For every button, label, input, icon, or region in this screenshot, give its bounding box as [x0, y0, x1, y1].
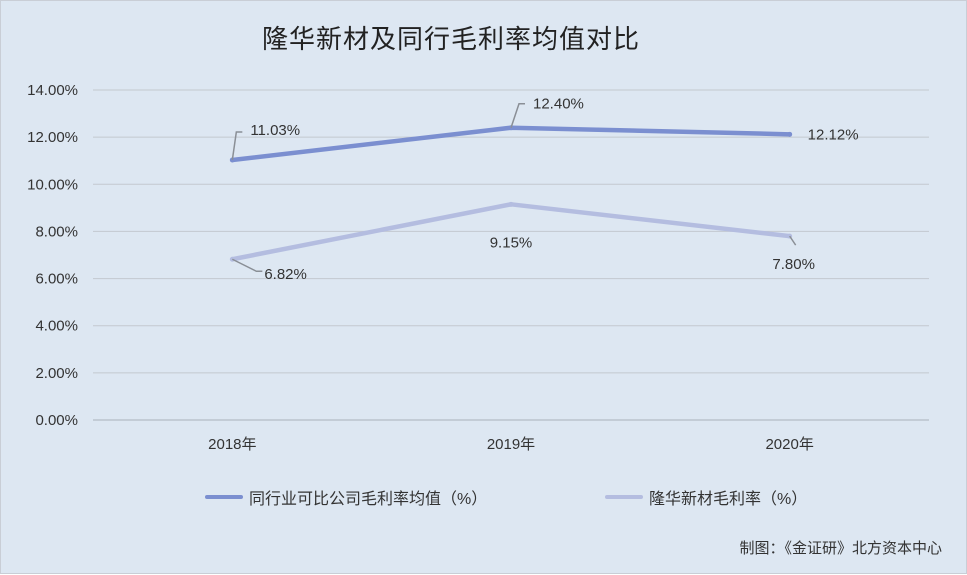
- legend-item-peer-average: 同行业可比公司毛利率均值（%）: [205, 485, 487, 509]
- x-tick-label: 2018年: [208, 436, 256, 453]
- data-point: [508, 125, 514, 131]
- legend-item-longhua: 隆华新材毛利率（%）: [605, 485, 807, 509]
- y-tick-label: 10.00%: [27, 176, 78, 193]
- x-axis-tick-labels: 2018年 2019年 2020年: [208, 436, 814, 453]
- leader-line: [231, 131, 243, 161]
- y-tick-label: 2.00%: [35, 365, 78, 382]
- y-tick-label: 0.00%: [35, 412, 78, 429]
- data-label: 12.40%: [533, 96, 584, 113]
- y-tick-label: 12.00%: [27, 129, 78, 146]
- data-point: [787, 131, 793, 137]
- chart-title: 隆华新材及同行毛利率均值对比: [261, 24, 640, 54]
- series-line-0: [230, 125, 792, 163]
- x-tick-label: 2019年: [487, 436, 535, 453]
- leader-line: [510, 102, 525, 128]
- legend: 同行业可比公司毛利率均值（%） 隆华新材毛利率（%）: [1, 485, 967, 509]
- leader-line: [789, 235, 797, 246]
- y-tick-label: 4.00%: [35, 318, 78, 335]
- leader-line: [231, 258, 263, 272]
- x-tick-label: 2020年: [765, 436, 813, 453]
- data-label: 7.80%: [772, 256, 815, 273]
- data-label: 6.82%: [264, 266, 307, 283]
- legend-swatch-peer-average: [205, 495, 243, 499]
- data-point: [508, 201, 514, 207]
- y-tick-label: 8.00%: [35, 223, 78, 240]
- data-labels: 11.03% 12.40% 12.12% 6.82% 9.15% 7.80%: [231, 96, 859, 283]
- source-credit: 制图：《金证研》北方资本中心: [739, 540, 942, 557]
- data-label: 11.03%: [250, 122, 300, 139]
- y-tick-label: 14.00%: [27, 82, 78, 99]
- legend-label-peer-average: 同行业可比公司毛利率均值（%）: [249, 491, 488, 508]
- data-label: 12.12%: [808, 126, 859, 143]
- y-axis-tick-labels: 14.00% 12.00% 10.00% 8.00% 6.00% 4.00% 2.00% 0.…: [27, 82, 78, 429]
- data-label: 9.15%: [490, 234, 533, 251]
- gridlines: [93, 89, 929, 421]
- y-tick-label: 6.00%: [35, 271, 78, 288]
- legend-label-longhua: 隆华新材毛利率（%）: [649, 491, 808, 508]
- legend-swatch-longhua: [605, 495, 643, 499]
